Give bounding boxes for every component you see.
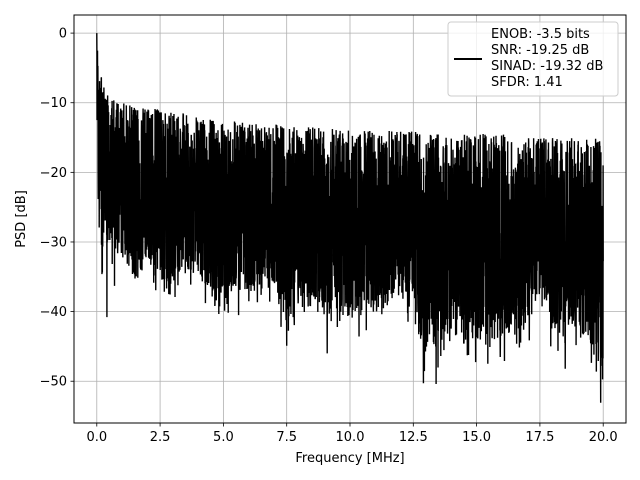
legend-entry-snr: SNR: -19.25 dB	[491, 43, 589, 58]
y-tick-label: −10	[40, 96, 67, 111]
legend-entry-enob: ENOB: -3.5 bits	[491, 27, 590, 42]
y-tick-label: −40	[40, 305, 67, 320]
x-tick-label: 20.0	[589, 430, 618, 445]
x-tick-label: 12.5	[399, 430, 428, 445]
x-tick-label: 17.5	[525, 430, 554, 445]
x-tick-label: 10.0	[336, 430, 365, 445]
y-tick-label: −50	[40, 375, 67, 390]
x-tick-label: 0.0	[86, 430, 107, 445]
legend-box	[447, 21, 619, 97]
y-axis-label: PSD [dB]	[14, 190, 29, 248]
psd-series-line	[96, 33, 604, 403]
x-tick-label: 15.0	[462, 430, 491, 445]
y-tick-label: 0	[59, 27, 67, 42]
y-tick-label: −30	[40, 235, 67, 250]
x-tick-label: 7.5	[276, 430, 297, 445]
x-axis-label: Frequency [MHz]	[295, 451, 404, 466]
legend: ENOB: -3.5 bits SNR: -19.25 dB SINAD: -1…	[447, 21, 619, 97]
x-tick-label: 2.5	[150, 430, 171, 445]
y-axis-ticks: 0 −10 −20 −30 −40 −50	[40, 27, 74, 390]
legend-entry-sinad: SINAD: -19.32 dB	[491, 59, 603, 74]
psd-line	[96, 33, 604, 403]
x-tick-label: 5.0	[213, 430, 234, 445]
y-tick-label: −20	[40, 166, 67, 181]
x-axis-ticks: 0.0 2.5 5.0 7.5 10.0 12.5 15.0 17.5 20.0	[86, 423, 618, 445]
legend-entry-sfdr: SFDR: 1.41	[491, 75, 563, 90]
